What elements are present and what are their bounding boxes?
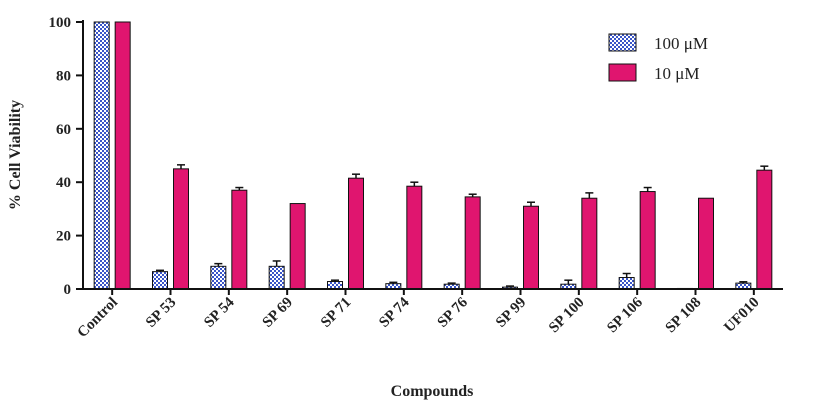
bars <box>93 21 773 290</box>
y-tick-label: 80 <box>56 68 71 84</box>
x-tick-label: SP 54 <box>201 294 238 331</box>
bar-100um-sp-53 <box>152 271 168 290</box>
y-tick-label: 60 <box>56 122 71 138</box>
bar-10um-control <box>114 21 131 290</box>
bar-10um-sp-53 <box>173 168 189 290</box>
bar-10um-sp-54 <box>231 189 248 290</box>
bar-10um-sp-106 <box>639 191 656 290</box>
bar-100um-sp-69 <box>268 265 285 290</box>
legend-swatch-10um <box>608 63 637 82</box>
bar-10um-sp-99 <box>523 205 539 290</box>
y-axis-title: % Cell Viability <box>7 100 24 210</box>
bar-10um-uf010 <box>756 169 773 290</box>
bar-100um-control <box>93 21 110 290</box>
x-tick-label: Control <box>75 295 121 341</box>
bar-10um-sp-74 <box>406 185 423 290</box>
legend-label-10um: 10 μM <box>654 64 699 83</box>
x-tick-label: SP 53 <box>143 295 179 331</box>
bar-100um-sp-106 <box>618 277 635 290</box>
legend: 100 μM 10 μM <box>608 33 708 83</box>
bar-10um-sp-76 <box>464 196 481 290</box>
x-tick-label: SP 74 <box>376 294 413 331</box>
x-tick-label: SP 99 <box>493 295 529 331</box>
axes <box>76 20 783 295</box>
bar-100um-sp-71 <box>327 281 343 290</box>
y-tick-label: 100 <box>49 15 72 31</box>
y-tick-label: 40 <box>56 175 71 191</box>
legend-label-100um: 100 μM <box>654 34 708 53</box>
bar-100um-sp-54 <box>210 265 227 290</box>
y-tick-label: 0 <box>64 282 72 298</box>
bar-10um-sp-100 <box>581 197 598 290</box>
y-tick-label: 20 <box>56 229 71 245</box>
x-axis-title: Compounds <box>391 383 474 400</box>
x-tick-label: SP 71 <box>318 295 354 331</box>
x-tick-label: SP 108 <box>663 295 705 337</box>
x-tick-label: UF010 <box>721 295 762 336</box>
bar-10um-sp-108 <box>698 197 714 290</box>
x-tick-label: SP 100 <box>546 295 588 337</box>
x-tick-label: SP 76 <box>435 294 472 331</box>
bar-10um-sp-71 <box>348 177 364 290</box>
bar-10um-sp-69 <box>289 203 306 290</box>
legend-swatch-100um <box>608 33 637 52</box>
x-tick-label: SP 69 <box>260 295 296 331</box>
x-tick-label: SP 106 <box>604 294 646 336</box>
